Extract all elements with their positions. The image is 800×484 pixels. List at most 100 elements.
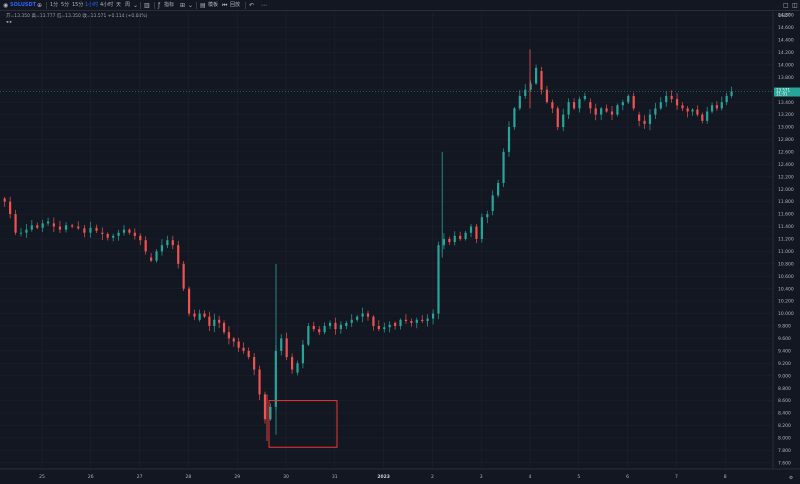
- replay-button[interactable]: 回放: [230, 2, 241, 8]
- y-tick-label: 10.000: [778, 311, 794, 317]
- candle: [64, 222, 68, 233]
- candle-body: [232, 338, 235, 342]
- interval-1m[interactable]: 1分: [50, 2, 59, 8]
- candle: [46, 217, 50, 226]
- indicators-button[interactable]: 指标: [164, 2, 175, 8]
- candle-body: [171, 240, 174, 246]
- candle-body: [486, 214, 489, 218]
- candle: [437, 241, 440, 320]
- candle: [410, 318, 413, 327]
- candle: [77, 221, 80, 230]
- candle-body: [247, 350, 250, 358]
- candle-body: [410, 321, 413, 323]
- indicators-icon[interactable]: ƒ: [158, 2, 161, 9]
- compare-plus-icon[interactable]: ⊕: [37, 2, 43, 9]
- interval-1d[interactable]: 天: [116, 2, 122, 8]
- candle: [9, 196, 12, 219]
- candle: [610, 105, 614, 121]
- candle-body: [556, 108, 559, 128]
- layout-icon[interactable]: ⊞: [180, 2, 186, 9]
- candle-body: [269, 406, 272, 420]
- candle-body: [3, 198, 6, 202]
- candle: [89, 221, 92, 238]
- candle: [25, 223, 28, 238]
- y-tick-label: 10.800: [778, 261, 794, 267]
- candle-body: [198, 313, 201, 320]
- candle: [475, 224, 478, 244]
- fullscreen-icon[interactable]: □: [783, 2, 789, 9]
- candle-body: [30, 225, 33, 230]
- candle: [208, 311, 211, 331]
- candle: [301, 339, 305, 369]
- candle-body: [203, 313, 206, 317]
- camera-icon[interactable]: ◫: [792, 2, 798, 9]
- y-tick-label: 9.600: [778, 336, 791, 342]
- y-tick-label: 14.000: [778, 62, 794, 68]
- candle-body: [648, 114, 652, 124]
- y-tick-label: 8.200: [778, 423, 791, 429]
- y-tick-label: 8.800: [778, 386, 791, 392]
- y-tick-label: 12.200: [778, 174, 794, 180]
- candle-body: [318, 329, 321, 333]
- candle-style-icon[interactable]: ▥: [144, 2, 150, 9]
- chevron-down-icon[interactable]: ⌄: [133, 2, 139, 9]
- candle-body: [296, 363, 299, 373]
- candle: [285, 332, 288, 361]
- candle-body: [480, 217, 483, 239]
- candle: [404, 314, 408, 324]
- candle: [691, 108, 694, 116]
- templates-icon[interactable]: ▤: [200, 2, 206, 9]
- templates-button[interactable]: 模板: [208, 2, 219, 8]
- more-icon[interactable]: ⋯: [261, 2, 267, 9]
- candle: [720, 96, 723, 111]
- interval-1w[interactable]: 周: [125, 2, 131, 8]
- ohlc-values: 开=13.350 高=13.777 低=13.350 收=13.571 +0.1…: [6, 14, 148, 19]
- candle-body: [52, 223, 55, 227]
- symbol-logo-icon: ◉: [3, 2, 9, 9]
- candle-body: [643, 120, 646, 124]
- candle-body: [437, 245, 440, 314]
- y-tick-label: 11.600: [778, 212, 794, 218]
- chart-grid: [0, 12, 773, 469]
- candle-body: [117, 232, 120, 236]
- legend-collapse-arrows[interactable]: ◂ ▸: [6, 20, 12, 25]
- candle-body: [71, 225, 74, 227]
- interval-1h[interactable]: 1小时: [85, 2, 99, 8]
- x-tick-label: 28: [186, 474, 192, 480]
- candle: [328, 320, 332, 330]
- candle-body: [208, 316, 211, 326]
- candle-body: [589, 102, 592, 109]
- y-tick-label: 14.800: [778, 13, 794, 19]
- candle: [681, 102, 684, 111]
- candle-body: [616, 105, 619, 115]
- candle-body: [253, 357, 256, 370]
- candle-body: [701, 114, 704, 121]
- candle-body: [345, 322, 348, 326]
- candle: [83, 225, 86, 238]
- interval-15m[interactable]: 15分: [72, 2, 84, 8]
- axis-settings-icon: ⚙: [789, 475, 793, 481]
- toolbar-divider: [46, 2, 47, 9]
- candle: [486, 210, 489, 224]
- candle: [139, 233, 142, 246]
- candle-body: [594, 108, 597, 115]
- candle-body: [89, 227, 92, 233]
- symbol-name[interactable]: SOLUSDT: [10, 2, 37, 8]
- candle: [431, 309, 435, 325]
- interval-4h[interactable]: 4小时: [100, 2, 114, 8]
- time-axis: 25 26 27 28 29 30 31 2023 2 3 4 5 6 7 8 ⚙: [0, 468, 800, 481]
- candle: [421, 315, 424, 324]
- candle-body: [19, 232, 23, 234]
- undo-icon[interactable]: ↶: [249, 2, 255, 9]
- candle: [166, 235, 169, 249]
- candle-body: [578, 99, 581, 109]
- highlight-rect: [268, 400, 338, 448]
- candle-body: [686, 108, 689, 112]
- interval-5m[interactable]: 5分: [61, 2, 70, 8]
- candle-body: [600, 108, 603, 115]
- candle: [706, 106, 709, 124]
- chevron-down-icon[interactable]: ⌄: [188, 2, 194, 9]
- candle-body: [659, 102, 662, 109]
- replay-icon[interactable]: ⏮: [222, 2, 228, 9]
